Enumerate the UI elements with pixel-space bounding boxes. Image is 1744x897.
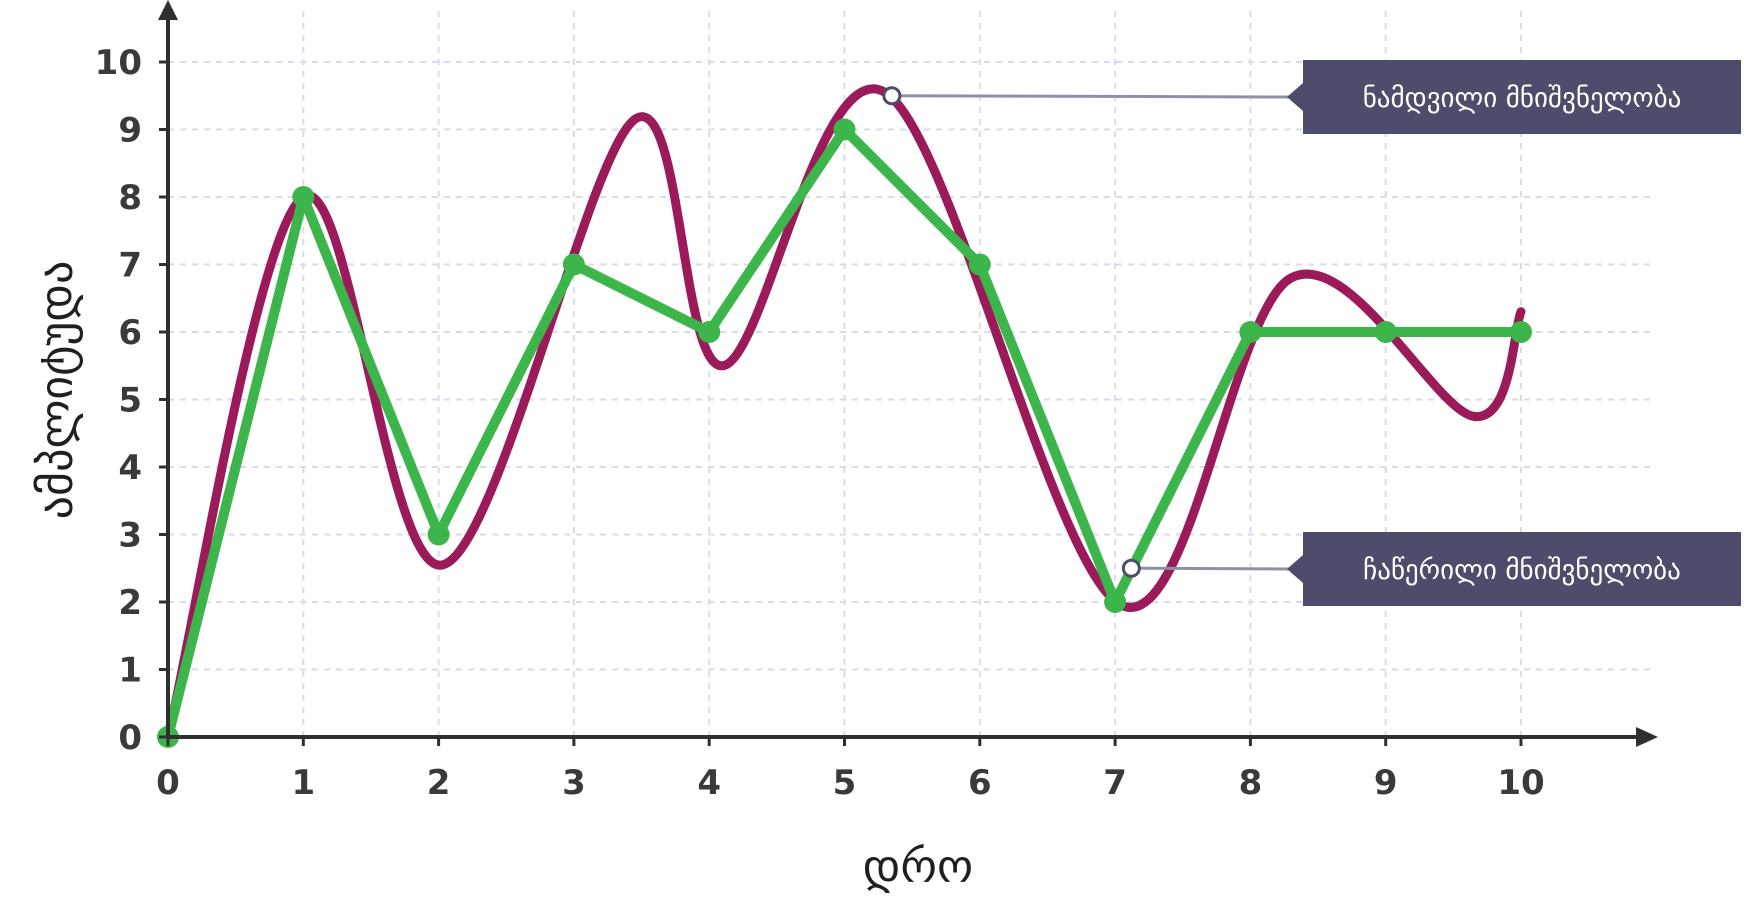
recorded-value-point bbox=[562, 253, 585, 276]
callout-anchor-point bbox=[882, 86, 902, 106]
callout-pointer bbox=[1287, 83, 1303, 111]
y-axis-arrow-icon bbox=[158, 0, 178, 20]
series-line-actual-value bbox=[163, 84, 1526, 742]
recorded-value-point bbox=[968, 253, 991, 276]
recorded-value-point bbox=[1104, 591, 1127, 613]
recorded-value-point bbox=[1374, 321, 1397, 343]
recorded-value-point bbox=[833, 118, 856, 141]
callout-box bbox=[1303, 60, 1741, 134]
x-axis-arrow-icon bbox=[1636, 727, 1658, 747]
series-layer bbox=[157, 84, 1532, 748]
callout: ნამდვილი მნიშვნელობა bbox=[882, 60, 1741, 134]
y-tick-label: 8 bbox=[118, 178, 142, 218]
y-axis-title: ამპლიტუდა bbox=[29, 261, 83, 520]
recorded-value-point bbox=[698, 321, 721, 343]
x-tick-label: 4 bbox=[697, 763, 721, 803]
callout-leader-line bbox=[891, 94, 1290, 99]
x-tick-label: 0 bbox=[156, 763, 180, 803]
callout: ჩაწერილი მნიშვნელობა bbox=[1121, 532, 1741, 606]
tick-labels: 0 1 2 3 4 5 6 7 8 9 10 0 1 2 3 4 5 6 7 8 9 10 bbox=[95, 43, 1545, 803]
recorded-value-point bbox=[427, 523, 450, 546]
recorded-value-point bbox=[1239, 321, 1262, 343]
y-tick-label: 3 bbox=[118, 516, 142, 556]
callout-label: ჩაწერილი მნიშვნელობა bbox=[1363, 555, 1681, 586]
y-tick-label: 7 bbox=[118, 246, 142, 286]
y-tick-label: 1 bbox=[118, 651, 142, 691]
y-tick-label: 2 bbox=[118, 583, 142, 623]
x-tick-label: 10 bbox=[1497, 763, 1544, 803]
x-tick-label: 1 bbox=[291, 763, 315, 803]
y-tick-label: 10 bbox=[95, 43, 142, 83]
x-tick-label: 7 bbox=[1103, 763, 1127, 803]
recorded-value-point bbox=[1510, 321, 1532, 343]
callout-pointer bbox=[1287, 555, 1303, 583]
callout-box bbox=[1303, 532, 1741, 606]
x-tick-label: 3 bbox=[562, 763, 586, 803]
x-tick-label: 8 bbox=[1239, 763, 1263, 803]
callout-label: ნამდვილი მნიშვნელობა bbox=[1363, 83, 1682, 114]
y-tick-label: 9 bbox=[118, 111, 142, 151]
y-tick-label: 6 bbox=[118, 313, 142, 353]
callout-leader-line bbox=[1131, 566, 1290, 571]
callouts: ნამდვილი მნიშვნელობა ჩაწერილი მნიშვნელობა bbox=[882, 60, 1741, 606]
y-tick-label: 5 bbox=[118, 381, 142, 421]
x-tick-label: 5 bbox=[833, 763, 857, 803]
recorded-value-point bbox=[292, 186, 315, 208]
x-tick-label: 6 bbox=[968, 763, 992, 803]
y-tick-label: 0 bbox=[118, 718, 142, 758]
x-tick-label: 2 bbox=[427, 763, 451, 803]
y-tick-label: 4 bbox=[118, 448, 142, 488]
axes bbox=[158, 0, 1658, 747]
callout-anchor-point bbox=[1121, 558, 1141, 578]
x-tick-label: 9 bbox=[1374, 763, 1398, 803]
x-axis-title: დრო bbox=[863, 839, 973, 893]
